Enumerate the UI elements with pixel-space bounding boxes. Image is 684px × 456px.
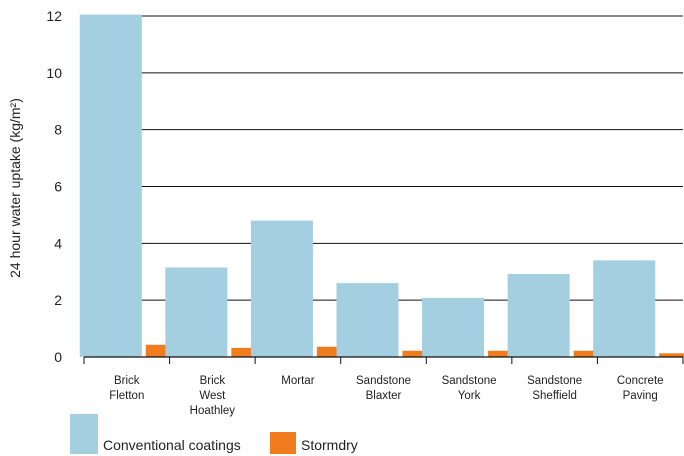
category-label-line: Hoathley bbox=[190, 405, 236, 417]
category-label-line: Sandstone bbox=[356, 375, 411, 387]
y-tick-label: 0 bbox=[54, 349, 62, 365]
bar-conventional-coatings bbox=[507, 274, 570, 357]
bar-conventional-coatings bbox=[593, 260, 656, 357]
category-label-line: Paving bbox=[623, 390, 658, 402]
y-axis-title: 24 hour water uptake (kg/m²) bbox=[7, 98, 23, 278]
category-label-line: Blaxter bbox=[366, 390, 402, 402]
y-tick-labels: 0 2 4 6 8 10 12 bbox=[46, 8, 62, 365]
category-label-line: Mortar bbox=[281, 375, 314, 387]
x-category-label: Concrete Paving bbox=[617, 375, 664, 402]
y-tick-label: 4 bbox=[54, 235, 62, 251]
bar-stormdry bbox=[231, 347, 262, 357]
category-label-line: Sandstone bbox=[527, 375, 582, 387]
category-label-line: Brick bbox=[200, 375, 226, 387]
legend-swatch-conventional-coatings bbox=[70, 414, 98, 454]
category-label-line: Concrete bbox=[617, 375, 664, 387]
y-tick-label: 2 bbox=[54, 292, 62, 308]
bars bbox=[79, 14, 684, 358]
bar-stormdry bbox=[659, 353, 684, 357]
x-category-label: Sandstone Blaxter bbox=[356, 375, 411, 402]
y-tick-label: 6 bbox=[54, 179, 62, 195]
bar-stormdry bbox=[402, 350, 433, 357]
bar-stormdry bbox=[316, 346, 347, 357]
y-tick-label: 8 bbox=[54, 122, 62, 138]
bar-conventional-coatings bbox=[422, 297, 485, 357]
legend-label-stormdry: Stormdry bbox=[301, 437, 358, 453]
x-category-label: Brick West Hoathley bbox=[190, 375, 236, 417]
legend: Conventional coatings Stormdry bbox=[70, 414, 358, 454]
y-tick-label: 12 bbox=[46, 8, 62, 24]
legend-label-conventional-coatings: Conventional coatings bbox=[103, 437, 241, 453]
x-category-label: Sandstone York bbox=[442, 375, 497, 402]
category-label-line: Brick bbox=[114, 375, 140, 387]
x-category-label: Brick Fletton bbox=[109, 375, 144, 402]
legend-swatch-stormdry bbox=[270, 432, 296, 454]
bar-stormdry bbox=[488, 350, 519, 357]
x-category-label: Mortar bbox=[281, 375, 314, 387]
x-category-labels: Brick Fletton Brick West Hoathley Mortar Sands… bbox=[109, 375, 663, 417]
bar-conventional-coatings bbox=[79, 14, 142, 358]
x-category-label: Sandstone Sheffield bbox=[527, 375, 582, 402]
y-tick-label: 10 bbox=[46, 65, 62, 81]
category-label-line: Sheffield bbox=[532, 390, 577, 402]
category-label-line: West bbox=[199, 390, 226, 402]
category-label-line: Sandstone bbox=[442, 375, 497, 387]
category-label-line: York bbox=[458, 390, 481, 402]
bar-conventional-coatings bbox=[165, 267, 228, 357]
gridlines bbox=[84, 15, 683, 301]
bar-stormdry bbox=[573, 350, 604, 357]
bar-conventional-coatings bbox=[336, 283, 399, 357]
axes bbox=[83, 356, 684, 364]
category-label-line: Fletton bbox=[109, 390, 144, 402]
bar-conventional-coatings bbox=[250, 220, 313, 357]
